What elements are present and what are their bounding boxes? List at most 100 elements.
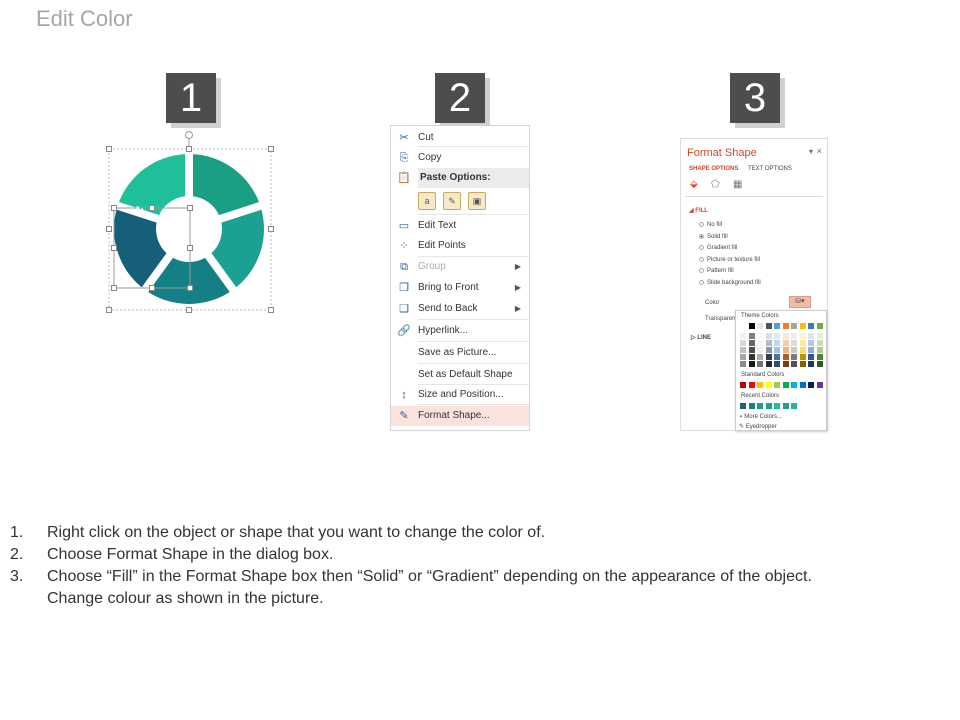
radio-button[interactable] <box>699 279 704 285</box>
resize-handle[interactable] <box>106 307 112 313</box>
theme-color-shade-swatch[interactable] <box>816 354 823 360</box>
theme-color-shade-swatch[interactable] <box>765 354 772 360</box>
theme-color-shade-swatch[interactable] <box>757 333 763 339</box>
rotate-icon[interactable]: ↻ <box>135 205 144 217</box>
menu-item-set-as-default-shape[interactable]: Set as Default Shape <box>391 365 529 385</box>
radio-button[interactable] <box>699 268 704 273</box>
menu-item-bring-to-front[interactable]: ❐ Bring to Front ▶ <box>391 278 529 298</box>
theme-color-shade-swatch[interactable] <box>816 340 823 346</box>
theme-color-shade-swatch[interactable] <box>791 347 797 353</box>
standard-color-swatch[interactable] <box>748 382 755 388</box>
theme-color-shade-swatch[interactable] <box>799 340 806 346</box>
fill-option-slide-background-fill[interactable]: Slide background fill <box>699 279 761 286</box>
menu-item-group[interactable]: ⧉ Group ▶ <box>391 257 529 277</box>
resize-handle[interactable] <box>268 307 274 313</box>
theme-color-shade-swatch[interactable] <box>748 340 755 346</box>
resize-handle[interactable] <box>186 307 192 313</box>
close-icon[interactable]: × <box>816 146 822 156</box>
theme-color-shade-swatch[interactable] <box>782 361 789 367</box>
fill-option-gradient-fill[interactable]: Gradient fill <box>699 245 737 251</box>
theme-color-shade-swatch[interactable] <box>799 354 806 360</box>
theme-color-shade-swatch[interactable] <box>791 361 797 367</box>
theme-color-shade-swatch[interactable] <box>808 347 814 353</box>
theme-color-shade-swatch[interactable] <box>774 354 780 360</box>
resize-handle[interactable] <box>268 226 274 232</box>
theme-color-swatch[interactable] <box>740 323 746 329</box>
theme-color-shade-swatch[interactable] <box>757 340 763 346</box>
theme-color-shade-swatch[interactable] <box>791 333 797 339</box>
standard-color-swatch[interactable] <box>774 382 780 388</box>
theme-color-shade-swatch[interactable] <box>816 361 823 367</box>
recent-color-swatch[interactable] <box>748 403 755 409</box>
theme-color-shade-swatch[interactable] <box>748 354 755 360</box>
radio-button[interactable] <box>699 256 704 262</box>
recent-color-swatch[interactable] <box>740 403 746 409</box>
theme-color-shade-swatch[interactable] <box>740 347 746 353</box>
line-section-header[interactable]: ▷ LINE <box>691 335 711 341</box>
donut-segment-bottom[interactable] <box>148 257 230 305</box>
menu-item-save-as-picture[interactable]: Save as Picture... <box>391 343 529 363</box>
recent-color-swatch[interactable] <box>757 403 763 409</box>
menu-item-edit-text[interactable]: ▭ Edit Text <box>391 216 529 236</box>
resize-handle[interactable] <box>187 205 193 211</box>
theme-color-shade-swatch[interactable] <box>808 333 814 339</box>
menu-item-cut[interactable]: ✂ Cut <box>391 128 529 148</box>
theme-color-shade-swatch[interactable] <box>774 347 780 353</box>
theme-color-shade-swatch[interactable] <box>799 333 806 339</box>
theme-color-shade-swatch[interactable] <box>782 347 789 353</box>
fill-line-icon[interactable]: ⬙ <box>690 179 698 190</box>
theme-color-shade-swatch[interactable] <box>774 361 780 367</box>
theme-color-shade-swatch[interactable] <box>757 347 763 353</box>
theme-color-shade-swatch[interactable] <box>808 354 814 360</box>
fill-option-pattern-fill[interactable]: Pattern fill <box>699 268 734 274</box>
resize-handle[interactable] <box>149 285 155 291</box>
theme-color-shade-swatch[interactable] <box>748 347 755 353</box>
tab-shape-options[interactable]: SHAPE OPTIONS <box>689 166 739 172</box>
radio-button[interactable] <box>699 222 704 227</box>
radio-button[interactable] <box>699 233 704 239</box>
resize-handle[interactable] <box>106 146 112 152</box>
tab-text-options[interactable]: TEXT OPTIONS <box>748 166 792 172</box>
theme-color-swatch[interactable] <box>757 323 763 329</box>
panel-menu-icon[interactable]: ▾ <box>808 147 813 156</box>
theme-color-shade-swatch[interactable] <box>816 347 823 353</box>
theme-color-shade-swatch[interactable] <box>748 333 755 339</box>
theme-color-shade-swatch[interactable] <box>740 354 746 360</box>
theme-color-swatch[interactable] <box>808 323 814 329</box>
theme-color-shade-swatch[interactable] <box>765 347 772 353</box>
theme-color-swatch[interactable] <box>791 323 797 329</box>
recent-color-swatch[interactable] <box>782 403 789 409</box>
theme-color-shade-swatch[interactable] <box>799 347 806 353</box>
theme-color-shade-swatch[interactable] <box>782 340 789 346</box>
fill-section-header[interactable]: ◢ FILL <box>689 208 708 214</box>
menu-item-copy[interactable]: ⎘ Copy <box>391 148 529 168</box>
recent-color-swatch[interactable] <box>765 403 772 409</box>
standard-color-swatch[interactable] <box>816 382 823 388</box>
theme-color-shade-swatch[interactable] <box>774 333 780 339</box>
fill-option-no-fill[interactable]: No fill <box>699 222 722 228</box>
theme-color-shade-swatch[interactable] <box>782 333 789 339</box>
menu-item-size-and-position[interactable]: ↕ Size and Position... <box>391 385 529 405</box>
resize-handle[interactable] <box>187 285 193 291</box>
standard-color-swatch[interactable] <box>740 382 746 388</box>
theme-color-swatch[interactable] <box>782 323 789 329</box>
donut-segment-left[interactable] <box>114 209 167 288</box>
paste-merge-formatting-icon[interactable]: ✎ <box>443 192 461 210</box>
theme-color-shade-swatch[interactable] <box>740 361 746 367</box>
theme-color-shade-swatch[interactable] <box>757 354 763 360</box>
theme-color-shade-swatch[interactable] <box>791 354 797 360</box>
effects-icon[interactable]: ⬠ <box>711 179 720 190</box>
theme-color-swatch[interactable] <box>799 323 806 329</box>
theme-color-shade-swatch[interactable] <box>774 340 780 346</box>
theme-color-shade-swatch[interactable] <box>748 361 755 367</box>
theme-color-shade-swatch[interactable] <box>808 361 814 367</box>
theme-color-swatch[interactable] <box>774 323 780 329</box>
resize-handle[interactable] <box>111 205 117 211</box>
rotate-handle-icon[interactable] <box>185 131 193 139</box>
theme-color-shade-swatch[interactable] <box>765 333 772 339</box>
theme-color-shade-swatch[interactable] <box>740 340 746 346</box>
paste-keep-formatting-icon[interactable]: a <box>418 192 436 210</box>
standard-color-swatch[interactable] <box>782 382 789 388</box>
menu-item-hyperlink[interactable]: 🔗 Hyperlink... <box>391 321 529 341</box>
resize-handle[interactable] <box>268 146 274 152</box>
